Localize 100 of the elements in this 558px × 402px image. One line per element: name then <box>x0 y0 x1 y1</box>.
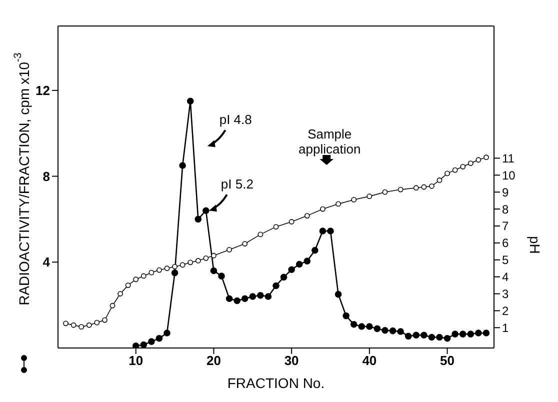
point <box>186 98 194 105</box>
point <box>164 266 170 272</box>
x-axis-title: FRACTION No. <box>227 375 325 391</box>
point <box>476 157 482 163</box>
y-tick-label: 4 <box>42 254 51 270</box>
point <box>110 302 116 308</box>
point <box>404 332 412 340</box>
annotation: pI 5.2 <box>220 176 254 192</box>
point <box>336 201 341 207</box>
point <box>125 282 131 288</box>
point <box>288 266 295 274</box>
point <box>264 293 272 300</box>
point <box>288 219 294 224</box>
point <box>482 330 490 336</box>
point <box>94 320 100 326</box>
point <box>280 274 288 281</box>
point <box>389 327 396 334</box>
y2-tick-label: 5 <box>502 253 509 268</box>
point <box>420 332 428 339</box>
point <box>382 326 388 334</box>
point <box>320 206 326 212</box>
point <box>86 322 92 328</box>
point <box>413 185 419 191</box>
point <box>258 232 264 238</box>
point <box>459 330 466 338</box>
point <box>412 332 420 339</box>
y2-tick-label: 6 <box>502 236 509 250</box>
point <box>468 160 474 166</box>
x-tick-label: 50 <box>440 353 455 368</box>
point <box>428 334 436 341</box>
point <box>172 264 178 270</box>
y2-tick-label: 10 <box>502 168 516 182</box>
y2-tick-label: 3 <box>502 287 509 302</box>
point <box>429 183 434 189</box>
point <box>444 334 451 342</box>
point <box>234 297 240 304</box>
y-tick-label: 8 <box>42 168 50 184</box>
point <box>351 197 357 202</box>
point <box>148 338 155 345</box>
x-tick-label: 10 <box>128 353 144 368</box>
point <box>304 213 310 219</box>
point <box>319 228 326 234</box>
point <box>296 260 303 268</box>
annotation: Sample application <box>298 126 361 157</box>
point <box>226 295 233 302</box>
point <box>436 178 442 183</box>
y2-tick-label: 1 <box>502 320 509 335</box>
annotation: pI 4.8 <box>219 112 252 128</box>
point <box>164 330 170 336</box>
y2-tick-label: 9 <box>502 185 509 200</box>
point <box>118 291 123 296</box>
point <box>312 246 318 254</box>
point <box>334 290 342 298</box>
point <box>467 330 474 338</box>
point <box>366 323 373 330</box>
point <box>304 258 311 264</box>
y2-tick-label: 4 <box>502 270 509 284</box>
point <box>436 334 443 341</box>
y-tick-label: 12 <box>36 83 50 98</box>
point <box>194 216 202 223</box>
y2-tick-label: 2 <box>502 304 509 318</box>
point <box>188 260 194 266</box>
point <box>452 167 458 173</box>
point <box>484 154 489 160</box>
point <box>102 317 108 323</box>
y2-tick-label: 7 <box>502 219 509 234</box>
point <box>421 184 427 190</box>
point <box>133 276 139 282</box>
point <box>210 267 218 274</box>
point <box>203 255 209 261</box>
point <box>226 247 232 252</box>
point <box>211 252 216 258</box>
point <box>218 272 225 280</box>
point <box>358 323 366 330</box>
point <box>140 273 146 279</box>
point <box>460 164 466 170</box>
point <box>148 270 154 276</box>
x-tick-label: 30 <box>284 353 299 368</box>
point <box>350 320 358 328</box>
point <box>342 312 350 320</box>
point <box>257 292 264 299</box>
point <box>171 269 178 276</box>
point <box>156 334 163 342</box>
point <box>156 267 162 273</box>
point <box>202 207 210 214</box>
y2-axis-title: pH <box>527 236 543 254</box>
point <box>78 324 84 330</box>
point <box>397 328 404 335</box>
point <box>242 241 248 246</box>
point <box>452 330 458 338</box>
point <box>132 342 140 348</box>
point <box>444 170 450 176</box>
point <box>382 189 388 195</box>
point <box>398 186 404 192</box>
x-tick-label: 20 <box>206 353 221 368</box>
point <box>273 224 279 230</box>
point <box>241 295 248 302</box>
point <box>272 282 280 290</box>
y2-tick-label: 8 <box>502 202 509 216</box>
point <box>249 293 256 300</box>
